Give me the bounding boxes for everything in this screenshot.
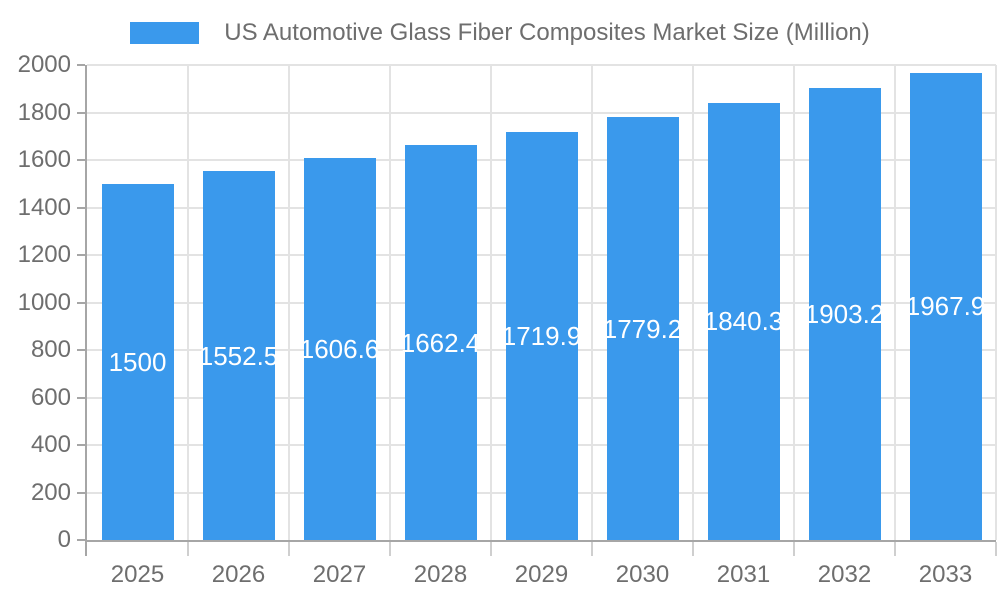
x-axis-tick (692, 542, 694, 556)
x-axis-label: 2033 (918, 561, 973, 588)
bar-value-label: 1840.3 (703, 306, 784, 337)
x-axis-tick (187, 542, 189, 556)
bar[interactable] (606, 117, 679, 540)
x-axis-label: 2025 (110, 561, 165, 588)
bar[interactable] (707, 102, 780, 540)
x-axis-tick (490, 542, 492, 556)
x-axis-tick (793, 542, 795, 556)
bar[interactable] (101, 183, 174, 540)
y-axis-label: 400 (30, 431, 71, 458)
y-axis-label: 0 (57, 526, 71, 553)
y-gridline (87, 111, 996, 114)
y-axis-tick (77, 301, 85, 304)
y-axis-label: 600 (30, 383, 71, 411)
bar[interactable] (505, 131, 578, 540)
y-axis-label: 1200 (17, 241, 71, 268)
bar[interactable] (202, 171, 275, 540)
x-gridline (591, 65, 593, 540)
x-axis-tick (389, 542, 391, 556)
bar-value-label: 1779.2 (602, 313, 683, 344)
x-gridline (793, 65, 795, 540)
y-axis-tick (77, 349, 85, 351)
y-axis-tick (77, 111, 85, 114)
x-axis-tick (894, 542, 896, 556)
x-axis-label: 2031 (716, 561, 771, 588)
x-axis-label: 2026 (211, 561, 266, 588)
bar-value-label: 1606.6 (299, 334, 380, 365)
x-axis-line (85, 540, 996, 542)
x-axis-tick (288, 542, 290, 556)
y-axis-tick (77, 396, 85, 399)
legend-swatch[interactable] (130, 22, 200, 44)
y-axis-line (85, 65, 87, 556)
legend-label[interactable]: US Automotive Glass Fiber Composites Mar… (224, 19, 870, 46)
bar-value-label: 1719.9 (501, 320, 582, 351)
bar-value-label: 1967.9 (905, 291, 986, 322)
y-axis-label: 1400 (17, 193, 71, 221)
x-gridline (187, 65, 189, 540)
x-axis-tick (995, 542, 997, 556)
x-gridline (995, 65, 997, 540)
y-axis-label: 1000 (17, 288, 71, 316)
x-axis-label: 2028 (413, 561, 468, 588)
bar[interactable] (808, 87, 881, 540)
bar[interactable] (404, 145, 477, 540)
bar-value-label: 1662.4 (400, 327, 481, 358)
y-axis-tick (77, 64, 85, 66)
y-axis-tick (77, 206, 85, 209)
x-gridline (389, 65, 391, 540)
y-axis-tick (77, 254, 85, 256)
y-axis-tick (77, 491, 85, 494)
y-axis-tick (77, 539, 85, 541)
y-axis-label: 2000 (17, 51, 71, 78)
x-axis-label: 2032 (817, 561, 872, 588)
x-axis-label: 2029 (514, 561, 569, 588)
bar-value-label: 1500 (108, 346, 167, 377)
y-axis-label: 1600 (17, 146, 71, 173)
bar[interactable] (303, 158, 376, 540)
y-axis-tick (77, 444, 85, 446)
x-gridline (692, 65, 694, 540)
x-gridline (894, 65, 896, 540)
x-gridline (490, 65, 492, 540)
bar[interactable] (909, 72, 982, 540)
y-axis-label: 200 (30, 478, 71, 506)
y-axis-label: 800 (30, 336, 71, 363)
x-gridline (288, 65, 290, 540)
y-gridline (87, 64, 996, 66)
y-axis-tick (77, 159, 85, 161)
bar-value-label: 1552.5 (198, 340, 279, 371)
bar-value-label: 1903.2 (804, 298, 885, 329)
y-axis-label: 1800 (17, 98, 71, 126)
x-axis-label: 2027 (312, 561, 367, 588)
x-axis-tick (591, 542, 593, 556)
legend[interactable]: US Automotive Glass Fiber Composites Mar… (0, 20, 1000, 46)
x-axis-label: 2030 (615, 561, 670, 588)
